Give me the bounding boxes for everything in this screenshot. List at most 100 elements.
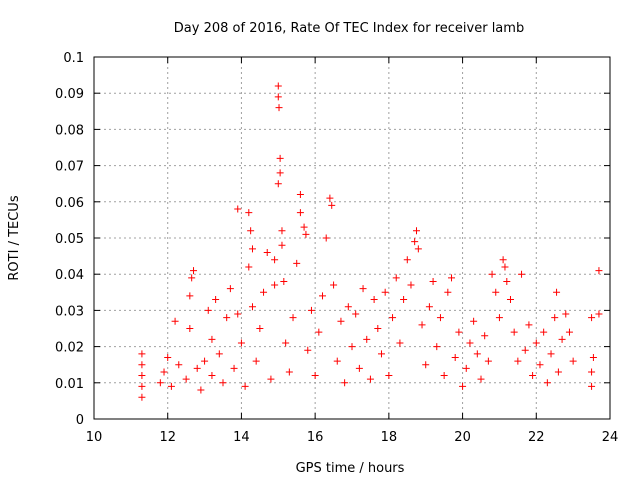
data-point — [553, 288, 561, 296]
data-point — [462, 364, 470, 372]
x-tick-label: 10 — [86, 430, 103, 445]
data-point — [280, 277, 288, 285]
data-point — [588, 382, 596, 390]
data-point — [444, 288, 452, 296]
data-point — [484, 357, 492, 365]
data-point — [311, 372, 319, 380]
data-point — [171, 317, 179, 325]
x-tick-label: 18 — [381, 430, 398, 445]
data-point — [156, 379, 164, 387]
data-point — [341, 379, 349, 387]
data-point — [186, 292, 194, 300]
data-point — [326, 194, 334, 202]
y-tick-label: 0.01 — [55, 377, 84, 392]
y-tick-label: 0.03 — [55, 304, 84, 319]
data-point — [529, 372, 537, 380]
data-point — [275, 104, 283, 112]
data-point — [274, 82, 282, 90]
data-point — [363, 335, 371, 343]
data-point — [554, 368, 562, 376]
y-tick-label: 0.1 — [63, 51, 84, 66]
data-point — [532, 339, 540, 347]
y-tick-label: 0.05 — [55, 232, 84, 247]
data-point — [278, 241, 286, 249]
data-point — [276, 154, 284, 162]
data-point — [274, 180, 282, 188]
data-point — [547, 350, 555, 358]
data-point — [215, 350, 223, 358]
data-point — [223, 314, 231, 322]
chart-title: Day 208 of 2016, Rate Of TEC Index for r… — [174, 21, 524, 36]
data-point — [503, 277, 511, 285]
data-point — [525, 321, 533, 329]
data-point — [285, 368, 293, 376]
data-point — [414, 245, 422, 253]
data-point — [488, 270, 496, 278]
data-point — [506, 296, 514, 304]
data-point — [322, 234, 330, 242]
data-point — [182, 375, 190, 383]
data-point — [540, 328, 548, 336]
data-point — [569, 357, 577, 365]
data-point — [160, 368, 168, 376]
data-point — [344, 303, 352, 311]
data-point — [226, 285, 234, 293]
data-point — [271, 256, 279, 264]
data-point — [193, 364, 201, 372]
x-tick-label: 14 — [233, 430, 250, 445]
data-point — [138, 372, 146, 380]
data-point — [466, 339, 474, 347]
data-point — [237, 339, 245, 347]
data-point — [562, 310, 570, 318]
data-point — [293, 259, 301, 267]
x-tick-label: 16 — [307, 430, 324, 445]
data-point — [274, 93, 282, 101]
y-tick-label: 0 — [76, 413, 84, 428]
data-point — [429, 277, 437, 285]
data-point — [411, 238, 419, 246]
data-point — [278, 227, 286, 235]
data-point — [276, 169, 284, 177]
data-point — [319, 292, 327, 300]
data-point — [333, 357, 341, 365]
y-tick-label: 0.02 — [55, 341, 84, 356]
data-point — [359, 285, 367, 293]
data-point — [589, 353, 597, 361]
data-point — [392, 274, 400, 282]
data-point — [521, 346, 529, 354]
data-point — [473, 350, 481, 358]
data-point — [470, 317, 478, 325]
data-point — [204, 306, 212, 314]
data-point — [245, 263, 253, 271]
y-tick-label: 0.04 — [55, 268, 84, 283]
data-point — [595, 267, 603, 275]
data-point — [241, 382, 249, 390]
x-axis-label: GPS time / hours — [296, 461, 405, 476]
data-point — [330, 281, 338, 289]
data-point — [197, 386, 205, 394]
data-point — [296, 209, 304, 217]
data-point — [477, 375, 485, 383]
data-point — [588, 368, 596, 376]
data-point — [337, 317, 345, 325]
data-point — [551, 314, 559, 322]
data-point — [385, 372, 393, 380]
data-point — [481, 332, 489, 340]
data-point — [422, 361, 430, 369]
data-point — [492, 288, 500, 296]
data-point — [138, 350, 146, 358]
data-point — [407, 281, 415, 289]
data-point — [328, 201, 336, 209]
data-point — [501, 263, 509, 271]
data-point — [302, 230, 310, 238]
data-point — [396, 339, 404, 347]
data-point — [245, 209, 253, 217]
data-point — [315, 328, 323, 336]
data-point — [518, 270, 526, 278]
x-tick-label: 12 — [159, 430, 176, 445]
data-point — [403, 256, 411, 264]
data-point — [190, 267, 198, 275]
data-point — [400, 296, 408, 304]
data-point — [425, 303, 433, 311]
